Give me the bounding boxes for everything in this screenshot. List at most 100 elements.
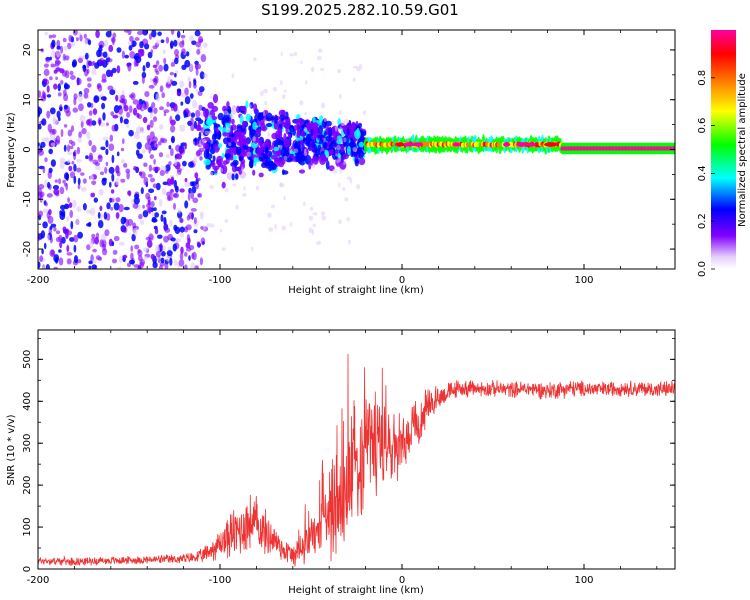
spectrogram-cell xyxy=(193,157,198,165)
spectrogram-cell xyxy=(338,156,342,163)
spectrogram-cell xyxy=(229,114,235,118)
spectrogram-cell xyxy=(148,174,153,178)
spectrogram-cell xyxy=(139,258,145,266)
spectrogram-cell xyxy=(179,188,185,193)
spectrogram-cell xyxy=(68,34,73,43)
spectrogram-cell xyxy=(170,30,175,35)
spectrogram-cell xyxy=(196,48,201,55)
spectrogram-cell xyxy=(241,166,244,172)
spectrogram-cell xyxy=(142,30,149,36)
spectrogram-cell xyxy=(50,159,57,167)
spectrogram-cell xyxy=(89,175,94,180)
spectrogram-cell xyxy=(253,156,257,167)
spectrogram-cell xyxy=(77,184,81,190)
spectrogram-cell xyxy=(146,124,151,131)
spectrogram-cell xyxy=(104,39,109,48)
spectrogram-cell xyxy=(171,135,175,144)
spectrogram-cell xyxy=(111,241,115,247)
spectrogram-cell xyxy=(106,122,109,126)
spectrogram-cell xyxy=(163,111,167,117)
spectrogram-cell xyxy=(129,94,134,99)
spectrogram-cell xyxy=(214,123,221,128)
spectrogram-cell xyxy=(102,177,107,182)
spectrogram-cell xyxy=(319,155,327,166)
spectrogram-cell xyxy=(175,185,179,193)
spectrogram-cell xyxy=(118,107,123,115)
spectrogram-cell xyxy=(122,254,128,259)
spectrogram-cell xyxy=(157,31,162,37)
spectrogram-cell xyxy=(166,195,171,201)
spectrogram-cell xyxy=(54,138,58,143)
spectrogram-cell xyxy=(187,192,191,201)
spectrogram-cell xyxy=(189,63,193,71)
spectrogram-cell xyxy=(66,228,69,234)
spectrogram-cell xyxy=(67,151,73,156)
spectrogram-ytick-label: 10 xyxy=(22,93,33,106)
spectrogram-cell xyxy=(129,51,136,59)
spectrogram-cell xyxy=(76,78,82,85)
spectrogram-cell xyxy=(132,107,138,116)
spectrogram-cell xyxy=(263,88,268,94)
spectrogram-cell xyxy=(40,230,46,239)
spectrogram-cell xyxy=(69,145,74,150)
spectrogram-cell xyxy=(53,254,60,263)
spectrogram-cell xyxy=(412,142,424,147)
snr-xtick-label: -100 xyxy=(209,575,232,586)
spectrogram-cell xyxy=(253,103,258,113)
spectrogram-cell xyxy=(68,202,73,209)
snr-xlabel: Height of straight line (km) xyxy=(288,585,424,596)
spectrogram-cell xyxy=(343,137,347,143)
spectrogram-cell xyxy=(50,142,56,147)
spectrogram-cell xyxy=(198,147,205,153)
spectrogram-cell xyxy=(199,211,204,220)
spectrogram-cell xyxy=(218,162,224,168)
colorbar-ticks: 0.0 0.2 0.4 0.6 0.8 xyxy=(697,70,715,277)
spectrogram-cell xyxy=(303,201,306,207)
spectrogram-cell xyxy=(198,38,204,43)
spectrogram-cell xyxy=(46,193,53,198)
spectrogram-cell xyxy=(184,200,189,209)
spectrogram-cell xyxy=(128,45,133,51)
snr-ytick-label: 100 xyxy=(22,518,33,537)
spectrogram-cell xyxy=(452,142,460,147)
spectrogram-cell xyxy=(174,57,179,65)
spectrogram-cell xyxy=(58,178,62,185)
spectrogram-cell xyxy=(303,148,307,153)
spectrogram-cell xyxy=(115,212,120,219)
spectrogram-cell xyxy=(59,106,63,112)
spectrogram-cell xyxy=(86,131,91,140)
spectrogram-cell xyxy=(46,85,50,93)
spectrogram-cell xyxy=(325,124,330,134)
spectrogram-cell xyxy=(38,210,43,217)
spectrogram-cell xyxy=(141,148,146,154)
spectrogram-cell xyxy=(116,65,121,74)
snr-axes: -200 -100 0 100 0 100 200 300 400 500 xyxy=(22,330,675,586)
spectrogram-cell xyxy=(144,91,150,98)
spectrogram-cell xyxy=(222,132,228,137)
spectrogram-cell xyxy=(209,184,214,190)
spectrogram-cell xyxy=(675,143,679,155)
spectrogram-cell xyxy=(99,171,105,176)
spectrogram-cell xyxy=(44,79,50,86)
spectrogram-cell xyxy=(51,34,57,38)
spectrogram-cell xyxy=(80,187,87,192)
spectrogram-cell xyxy=(225,127,230,132)
spectrogram-cell xyxy=(81,127,87,135)
spectrogram-cell xyxy=(70,220,74,230)
spectrogram-cell xyxy=(59,157,66,164)
spectrogram-cell xyxy=(143,256,148,260)
spectrogram-cell xyxy=(76,146,81,155)
spectrogram-cell xyxy=(59,161,65,170)
spectrogram-cell xyxy=(137,249,141,254)
spectrogram-cell xyxy=(179,252,184,260)
spectrogram-cell xyxy=(138,50,143,58)
spectrogram-cell xyxy=(145,61,151,68)
spectrogram-cell xyxy=(139,220,145,226)
spectrogram-cell xyxy=(173,192,180,199)
spectrogram-cell xyxy=(159,137,165,143)
spectrogram-cell xyxy=(115,177,120,186)
spectrogram-cell xyxy=(63,144,67,152)
spectrogram-cell xyxy=(103,211,108,220)
spectrogram-cell xyxy=(188,187,192,194)
